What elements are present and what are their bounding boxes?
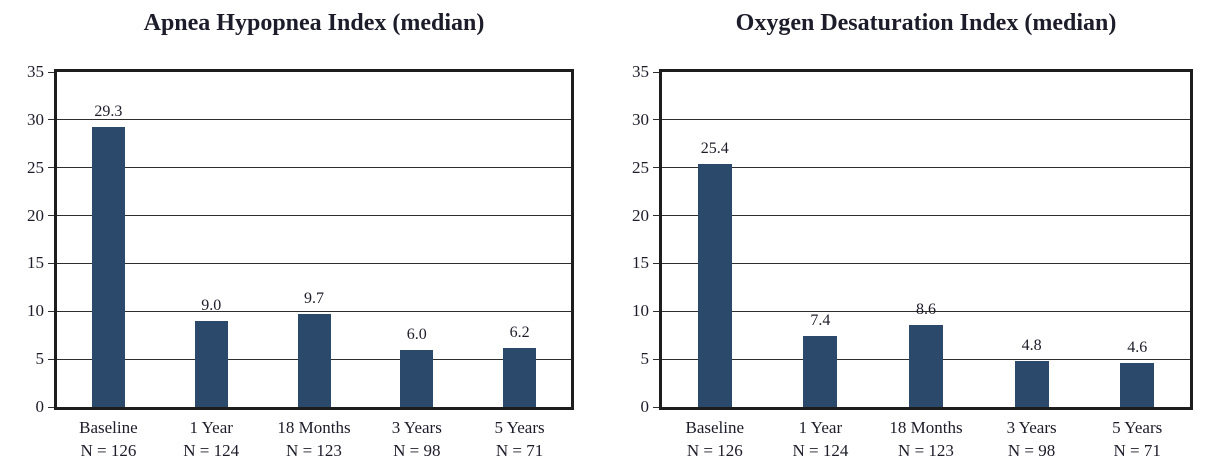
sample-size-label: N = 98 [393,441,441,460]
bar-value-label: 8.6 [916,300,936,318]
bar-value-label: 6.2 [509,323,530,341]
x-axis-label-1-year: 1 Year N = 124 [160,416,263,462]
bar-5-years [1120,363,1154,407]
gridline-y-20 [662,215,1190,217]
bar-1-year [195,320,228,407]
y-axis-label-5: 5 [640,349,650,369]
bar-value-label: 9.7 [304,290,324,308]
x-axis-label-baseline: Baseline N = 126 [662,416,768,462]
gridline-y-10 [662,310,1190,312]
category-label: Baseline [79,418,138,437]
y-axis-label-0: 0 [35,397,45,416]
category-label: 18 Months [277,418,351,437]
y-axis-label-35: 35 [27,62,44,81]
gridline-y-25 [57,167,571,169]
gridline-y-25 [662,167,1190,169]
y-axis-label-10: 10 [632,301,649,321]
sample-size-label: N = 71 [1113,441,1161,460]
gridline-y-30 [662,119,1190,121]
y-axis-tick-10 [48,310,54,312]
y-axis-tick-15 [48,262,54,264]
category-label: 1 Year [798,418,843,437]
x-axis-label-1-year: 1 Year N = 124 [768,416,874,462]
plot-area-oxygen-desaturation-index [662,72,1190,407]
bar-18-months [298,314,331,407]
sample-size-label: N = 126 [80,441,137,460]
x-axis-label-18-months: 18 Months N = 123 [873,416,979,462]
y-axis-label-25: 25 [27,157,44,177]
bar-baseline [92,126,125,407]
y-axis-label-10: 10 [27,301,44,321]
sample-size-label: N = 123 [286,441,342,460]
sample-size-label: N = 71 [495,441,544,460]
chart-title-apnea-hypopnea-index: Apnea Hypopnea Index (median) [143,10,485,36]
y-axis-tick-10 [653,310,659,312]
gridline-y-30 [57,119,571,121]
category-label: Baseline [685,418,745,437]
plot-frame-apnea-hypopnea-index [54,69,574,410]
category-label: 1 Year [189,418,233,437]
y-axis-tick-5 [48,358,54,360]
bar-3-years [1015,361,1049,407]
gridline-y-15 [57,262,571,264]
bar-3-years [400,349,433,407]
y-axis-label-20: 20 [632,205,649,225]
y-axis-label-25: 25 [632,157,649,177]
x-axis-label-baseline: Baseline N = 126 [57,416,160,462]
bar-5-years [503,347,536,407]
y-axis-tick-30 [653,119,659,121]
y-axis-tick-25 [653,167,659,169]
bar-value-label: 6.0 [406,325,427,343]
x-axis-label-18-months: 18 Months N = 123 [263,416,366,462]
sample-size-label: N = 124 [183,441,240,460]
x-axis-label-5-years: 5 Years N = 71 [468,416,571,462]
y-axis-label-15: 15 [632,253,649,273]
bar-18-months [909,324,943,407]
chart-title-oxygen-desaturation-index: Oxygen Desaturation Index (median) [735,10,1117,36]
y-axis-tick-5 [653,358,659,360]
bar-value-label: 29.3 [94,102,123,120]
y-axis-tick-20 [48,215,54,217]
x-axis-label-3-years: 3 Years N = 98 [979,416,1085,462]
category-label: 5 Years [494,418,545,437]
x-axis-label-3-years: 3 Years N = 98 [365,416,468,462]
y-axis-label-30: 30 [632,109,649,129]
bar-value-label: 4.6 [1127,338,1148,356]
y-axis-label-0: 0 [640,397,650,416]
y-axis-label-35: 35 [632,62,649,81]
sample-size-label: N = 123 [898,441,954,460]
y-axis-tick-30 [48,119,54,121]
gridline-y-20 [57,215,571,217]
y-axis-tick-35 [48,71,54,73]
gridline-y-10 [57,310,571,312]
x-axis-label-5-years: 5 Years N = 71 [1084,416,1190,462]
y-axis-tick-0 [48,406,54,408]
bar-1-year [803,336,837,407]
plot-frame-oxygen-desaturation-index [659,69,1193,410]
sample-size-label: N = 98 [1007,441,1056,460]
bar-value-label: 9.0 [201,296,222,314]
category-label: 3 Years [1006,418,1057,437]
bar-value-label: 25.4 [700,139,729,157]
plot-area-apnea-hypopnea-index [57,72,571,407]
y-axis-tick-25 [48,167,54,169]
y-axis-tick-20 [653,215,659,217]
sample-size-label: N = 126 [686,441,743,460]
bar-baseline [698,163,732,407]
y-axis-tick-15 [653,262,659,264]
gridline-y-15 [662,262,1190,264]
y-axis-label-15: 15 [27,253,44,273]
category-label: 18 Months [889,418,963,437]
bar-value-label: 7.4 [810,312,831,330]
sample-size-label: N = 124 [792,441,849,460]
y-axis-label-20: 20 [27,205,44,225]
category-label: 5 Years [1112,418,1163,437]
category-label: 3 Years [391,418,442,437]
y-axis-label-5: 5 [35,349,45,369]
y-axis-tick-0 [653,406,659,408]
y-axis-tick-35 [653,71,659,73]
bar-value-label: 4.8 [1021,337,1042,355]
y-axis-label-30: 30 [27,109,44,129]
